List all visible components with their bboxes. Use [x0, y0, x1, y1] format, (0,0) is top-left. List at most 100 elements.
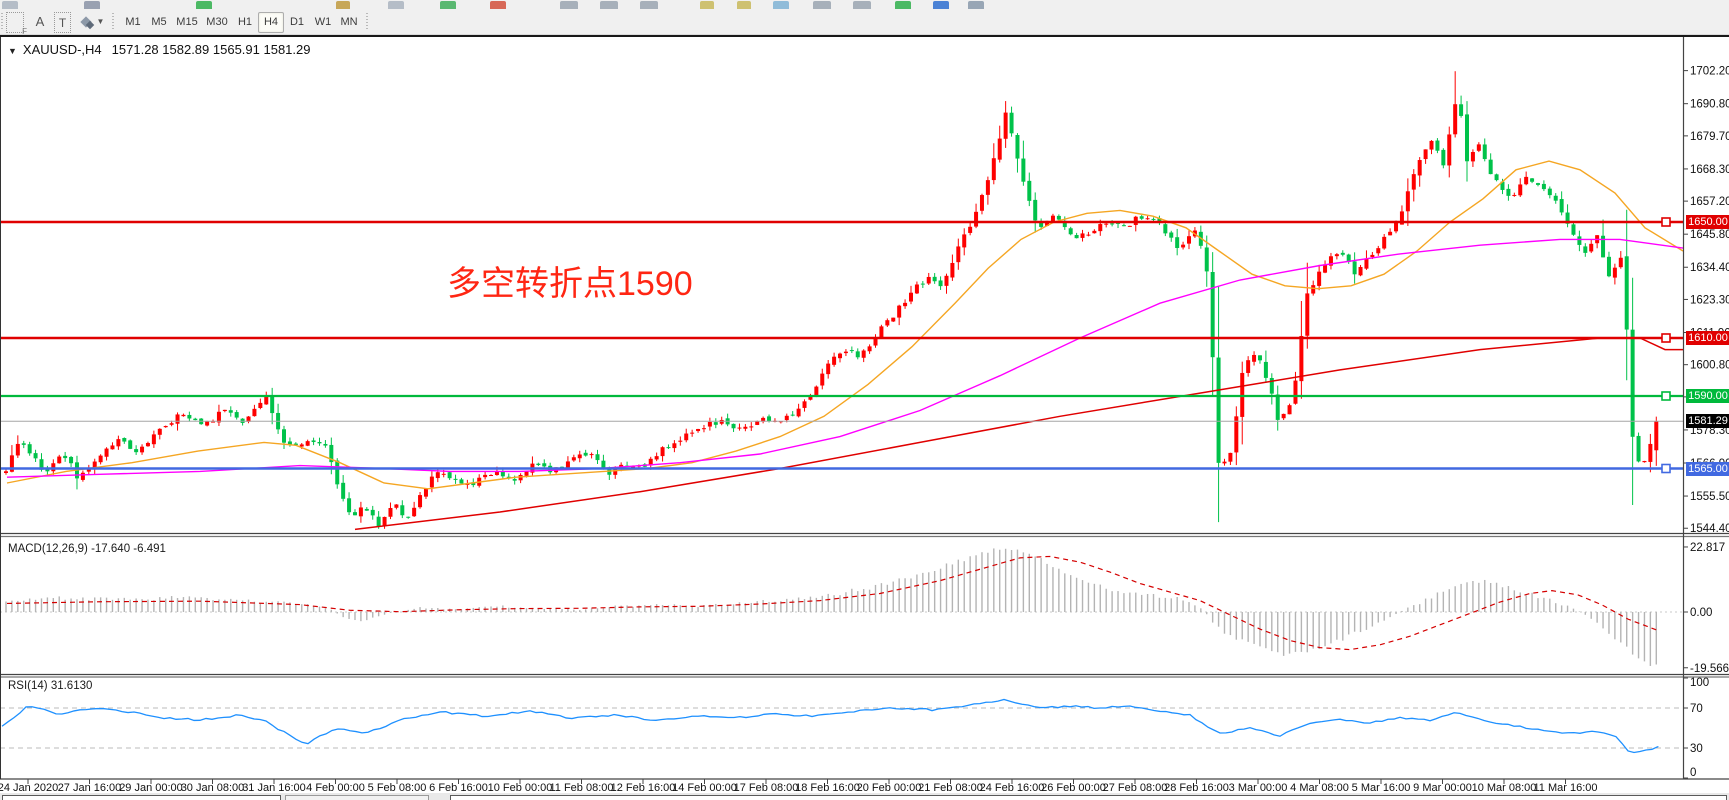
tf-button-h4[interactable]: H4 [258, 12, 284, 33]
collapse-triangle-icon[interactable]: ▼ [8, 46, 17, 56]
ma-mid-magenta [6, 238, 1684, 478]
toolbar-icon-partial[interactable] [440, 1, 456, 9]
level-handle [1661, 391, 1671, 401]
date-label: 27 Feb 08:00 [1103, 782, 1168, 793]
tf-button-w1[interactable]: W1 [314, 16, 332, 28]
toolbar-icon-partial[interactable] [773, 1, 789, 9]
toolbar-row-partial [0, 0, 1729, 10]
shapes-icon[interactable]: ▼ [78, 12, 108, 31]
toolbar-icon-partial[interactable] [84, 1, 100, 9]
date-label: 24 Feb 16:00 [980, 782, 1045, 793]
ohlc-readout: 1571.28 1582.89 1565.91 1581.29 [111, 42, 311, 57]
date-label: 5 Mar 16:00 [1352, 782, 1411, 793]
toolbar-icon-partial[interactable] [700, 1, 714, 9]
rsi-label: RSI(14) 31.6130 [8, 680, 93, 692]
svg-text:1634.40: 1634.40 [1690, 262, 1729, 274]
status-segment [285, 795, 429, 800]
date-label: 31 Jan 16:00 [242, 782, 306, 793]
svg-text:0: 0 [1690, 767, 1696, 779]
tf-button-d1[interactable]: D1 [289, 16, 305, 28]
tf-button-mn[interactable]: MN [340, 16, 358, 28]
date-label: 5 Feb 08:00 [368, 782, 427, 793]
macd-label: MACD(12,26,9) -17.640 -6.491 [8, 543, 166, 555]
toolbar-icon-partial[interactable] [968, 1, 984, 9]
toolbar-icon-partial[interactable] [933, 1, 949, 9]
toolbar: F A T ▼ M1 M5 M15 M30 H1 H4 D1 W1 MN [0, 10, 1729, 36]
candles-layer [4, 71, 1659, 529]
toolbar-icon-partial[interactable] [737, 1, 751, 9]
date-label: 20 Feb 00:00 [857, 782, 922, 793]
date-label: 11 Feb 08:00 [549, 782, 613, 793]
price-level-badge-1650: 1650.00 [1686, 215, 1729, 229]
tf-button-m1[interactable]: M1 [125, 16, 141, 28]
svg-text:100: 100 [1690, 677, 1709, 689]
svg-text:1690.80: 1690.80 [1690, 99, 1729, 111]
toolbar-icon-partial[interactable] [490, 1, 506, 9]
tf-button-m30[interactable]: M30 [206, 16, 228, 28]
levels-layer [0, 217, 1683, 474]
date-label: 14 Feb 00:00 [672, 782, 737, 793]
date-label: 29 Jan 00:00 [119, 782, 183, 793]
toolbar-icon-partial[interactable] [388, 1, 404, 9]
price-level-badge-1610: 1610.00 [1686, 331, 1729, 345]
toolbar-icon-partial[interactable] [336, 1, 350, 9]
symbol-title: XAUUSD-,H4 [22, 42, 102, 57]
date-label: 17 Feb 08:00 [734, 782, 799, 793]
ma-fast-orange [6, 160, 1684, 490]
toolbar-drag-handle[interactable] [1, 13, 4, 30]
price-level-badge-1565: 1565.00 [1686, 461, 1729, 476]
date-label: 4 Feb 00:00 [306, 782, 365, 793]
grid-points-icon[interactable]: F [6, 12, 27, 36]
toolbar-drag-handle[interactable] [366, 13, 369, 30]
toolbar-drag-handle[interactable] [112, 13, 115, 30]
tf-button-m15[interactable]: M15 [176, 16, 198, 28]
svg-text:1645.80: 1645.80 [1690, 229, 1729, 241]
candlestick-chart[interactable]: 22.817 0.00 -19.566 100 70 30 0 1702.20 1690.80 1… [0, 37, 1729, 793]
date-label: 10 Mar 08:00 [1472, 782, 1537, 793]
status-segment [2, 795, 281, 800]
date-label: 28 Feb 16:00 [1164, 782, 1229, 793]
svg-text:0.00: 0.00 [1690, 607, 1712, 619]
svg-text:30: 30 [1690, 743, 1703, 755]
level-handle [1661, 217, 1671, 227]
svg-text:1555.50: 1555.50 [1690, 491, 1729, 503]
macd-panel [0, 548, 1683, 666]
status-bar [0, 793, 1729, 800]
svg-text:1702.20: 1702.20 [1690, 66, 1729, 78]
toolbar-icon-partial[interactable] [853, 1, 871, 9]
date-label: 24 Jan 2020 [0, 782, 58, 793]
svg-text:70: 70 [1690, 703, 1703, 715]
svg-text:1544.40: 1544.40 [1690, 523, 1729, 535]
date-label: 21 Feb 08:00 [918, 782, 983, 793]
date-label: 27 Jan 16:00 [58, 782, 122, 793]
annotation-text: 多空转折点1590 [447, 265, 693, 303]
level-handle [1661, 463, 1671, 474]
date-label: 3 Mar 00:00 [1229, 782, 1288, 793]
text-a-icon[interactable]: A [35, 14, 45, 29]
status-segment [450, 795, 1727, 800]
date-label: 6 Feb 16:00 [429, 782, 488, 793]
chart-header: ▼ XAUUSD-,H4 1571.28 1582.89 1565.91 1581.… [8, 42, 310, 57]
date-label: 10 Feb 00:00 [488, 782, 553, 793]
chevron-down-icon[interactable]: ▼ [96, 17, 105, 26]
chart-window[interactable]: 22.817 0.00 -19.566 100 70 30 0 1702.20 1690.80 1… [0, 35, 1729, 793]
svg-text:1679.70: 1679.70 [1690, 131, 1729, 143]
date-label: 12 Feb 16:00 [611, 782, 676, 793]
tf-button-m5[interactable]: M5 [151, 16, 167, 28]
text-t-icon[interactable]: T [54, 12, 71, 33]
toolbar-icon-partial[interactable] [813, 1, 831, 9]
date-label: 11 Mar 16:00 [1533, 782, 1597, 793]
toolbar-icon-partial[interactable] [600, 1, 618, 9]
toolbar-icon-partial[interactable] [640, 1, 658, 9]
toolbar-icon-partial[interactable] [2, 1, 18, 9]
toolbar-icon-partial[interactable] [560, 1, 578, 9]
date-label: 30 Jan 08:00 [181, 782, 245, 793]
tf-button-h1[interactable]: H1 [237, 16, 253, 28]
toolbar-icon-partial[interactable] [196, 1, 212, 9]
rsi-line [1, 698, 1659, 754]
toolbar-icon-partial[interactable] [895, 1, 911, 9]
macd-signal-line [6, 555, 1659, 651]
axes-layer: 22.817 0.00 -19.566 100 70 30 0 1702.20 1690.80 1… [0, 37, 1729, 793]
price-level-badge-1590: 1590.00 [1686, 389, 1729, 403]
svg-text:1668.30: 1668.30 [1690, 164, 1729, 176]
